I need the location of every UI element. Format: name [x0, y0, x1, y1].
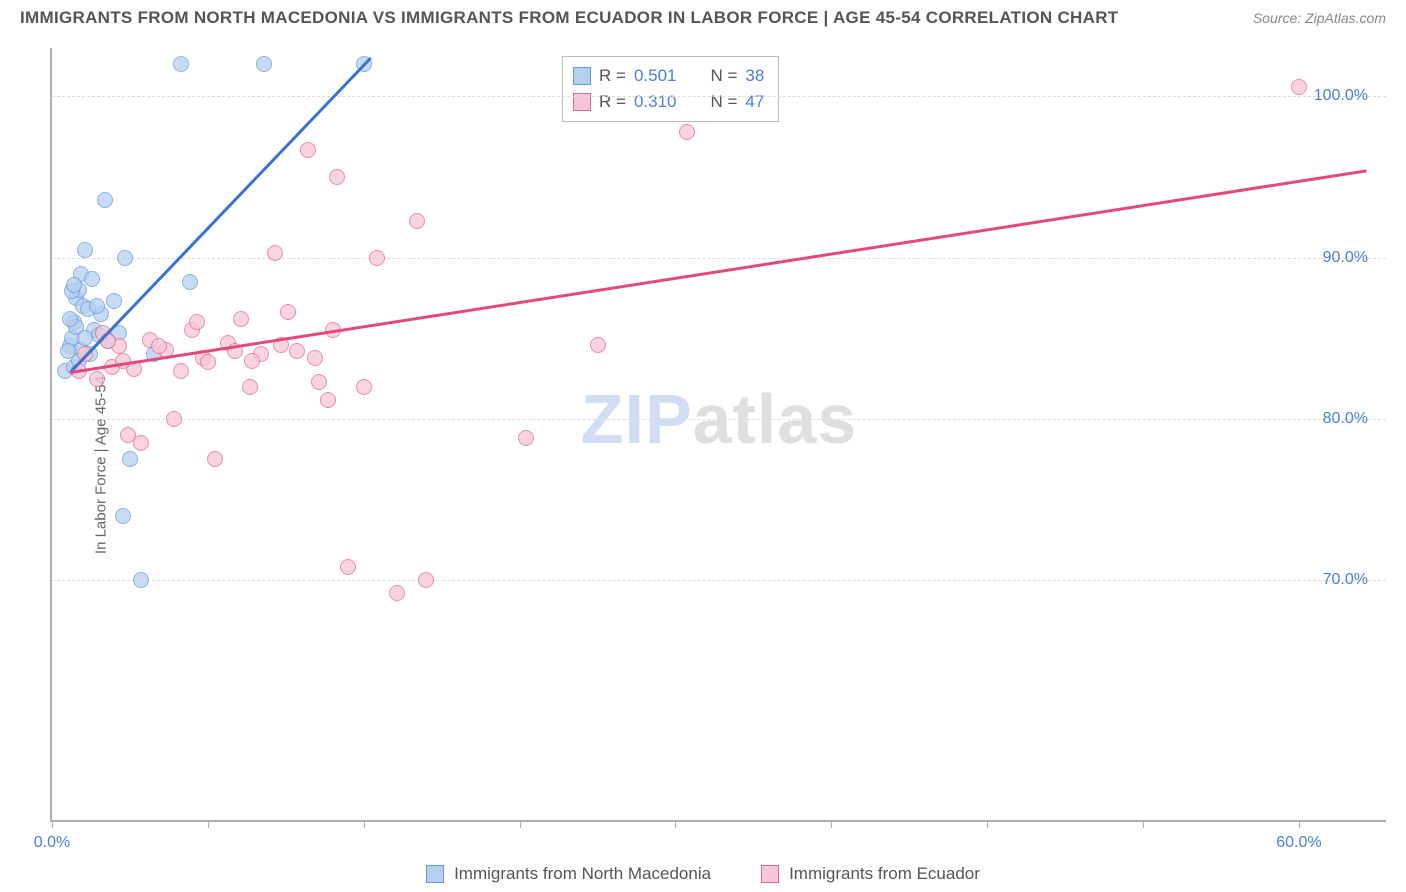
data-point: [590, 337, 606, 353]
gridline: [52, 258, 1386, 259]
y-tick-label: 70.0%: [1323, 571, 1368, 589]
data-point: [267, 245, 283, 261]
chart-title: IMMIGRANTS FROM NORTH MACEDONIA VS IMMIG…: [20, 8, 1118, 28]
data-point: [244, 353, 260, 369]
legend-r-value: 0.310: [634, 89, 677, 115]
trend-line: [70, 169, 1366, 373]
x-tick: [831, 820, 832, 828]
gridline: [52, 419, 1386, 420]
data-point: [307, 350, 323, 366]
x-tick: [520, 820, 521, 828]
legend-r-value: 0.501: [634, 63, 677, 89]
data-point: [300, 142, 316, 158]
x-tick: [987, 820, 988, 828]
data-point: [242, 379, 258, 395]
data-point: [166, 411, 182, 427]
data-point: [97, 192, 113, 208]
legend-swatch-ecuador: [761, 865, 779, 883]
chart-container: In Labor Force | Age 45-54 ZIPatlas R = …: [0, 38, 1406, 892]
data-point: [207, 451, 223, 467]
y-tick-label: 100.0%: [1314, 87, 1368, 105]
data-point: [89, 298, 105, 314]
data-point: [189, 314, 205, 330]
data-point: [200, 354, 216, 370]
data-point: [106, 293, 122, 309]
legend-row: R = 0.501 N = 38: [573, 63, 764, 89]
data-point: [84, 271, 100, 287]
x-tick: [675, 820, 676, 828]
data-point: [518, 430, 534, 446]
legend-item-ecuador: Immigrants from Ecuador: [761, 864, 980, 884]
data-point: [311, 374, 327, 390]
bottom-legend: Immigrants from North Macedonia Immigran…: [0, 864, 1406, 884]
data-point: [409, 213, 425, 229]
x-tick: [364, 820, 365, 828]
data-point: [356, 379, 372, 395]
data-point: [369, 250, 385, 266]
data-point: [77, 330, 93, 346]
data-point: [320, 392, 336, 408]
legend-n-label: N =: [710, 89, 737, 115]
data-point: [329, 169, 345, 185]
legend-n-value: 38: [745, 63, 764, 89]
x-tick-label: 60.0%: [1276, 834, 1321, 852]
gridline: [52, 96, 1386, 97]
data-point: [173, 363, 189, 379]
source-attribution: Source: ZipAtlas.com: [1253, 10, 1386, 26]
data-point: [289, 343, 305, 359]
data-point: [115, 508, 131, 524]
data-point: [280, 304, 296, 320]
legend-n-label: N =: [710, 63, 737, 89]
legend-item-macedonia: Immigrants from North Macedonia: [426, 864, 711, 884]
legend-n-value: 47: [745, 89, 764, 115]
data-point: [389, 585, 405, 601]
legend-r-label: R =: [599, 63, 626, 89]
x-tick: [208, 820, 209, 828]
y-tick-label: 80.0%: [1323, 410, 1368, 428]
legend-label-macedonia: Immigrants from North Macedonia: [454, 864, 711, 884]
legend-r-label: R =: [599, 89, 626, 115]
data-point: [66, 277, 82, 293]
gridline: [52, 580, 1386, 581]
legend-swatch-macedonia: [426, 865, 444, 883]
data-point: [133, 435, 149, 451]
data-point: [117, 250, 133, 266]
data-point: [256, 56, 272, 72]
y-tick-label: 90.0%: [1323, 249, 1368, 267]
data-point: [1291, 79, 1307, 95]
data-point: [340, 559, 356, 575]
data-point: [133, 572, 149, 588]
data-point: [89, 371, 105, 387]
data-point: [418, 572, 434, 588]
x-tick: [52, 820, 53, 828]
legend-label-ecuador: Immigrants from Ecuador: [789, 864, 980, 884]
x-tick: [1299, 820, 1300, 828]
data-point: [173, 56, 189, 72]
scatter-plot-area: ZIPatlas R = 0.501N = 38R = 0.310N = 47 …: [50, 48, 1386, 822]
data-point: [62, 311, 78, 327]
x-tick: [1143, 820, 1144, 828]
data-point: [77, 242, 93, 258]
legend-swatch: [573, 67, 591, 85]
data-point: [182, 274, 198, 290]
data-point: [122, 451, 138, 467]
data-point: [151, 338, 167, 354]
data-point: [679, 124, 695, 140]
legend-row: R = 0.310 N = 47: [573, 89, 764, 115]
correlation-legend: R = 0.501 N = 38 R = 0.310 N = 47: [562, 56, 779, 122]
data-point: [233, 311, 249, 327]
x-tick-label: 0.0%: [34, 834, 70, 852]
title-bar: IMMIGRANTS FROM NORTH MACEDONIA VS IMMIG…: [0, 0, 1406, 32]
